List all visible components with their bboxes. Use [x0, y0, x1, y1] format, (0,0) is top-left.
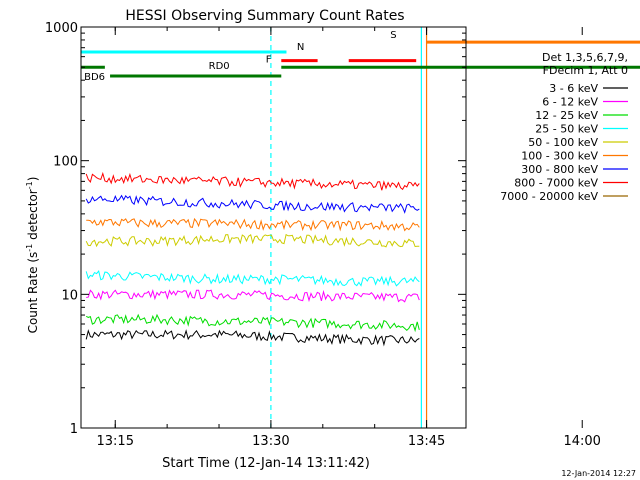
series-line	[85, 329, 420, 347]
x-tick-label: 13:15	[97, 434, 134, 449]
plot-background	[81, 27, 466, 428]
legend-entry-label: 6 - 12 keV	[542, 96, 598, 109]
y-axis-label-sup2: -1	[25, 181, 34, 189]
x-axis-label: Start Time (12-Jan-14 13:11:42)	[162, 456, 370, 471]
chart-title: HESSI Observing Summary Count Rates	[125, 8, 404, 24]
series-line	[85, 171, 420, 191]
y-axis-label: Count Rate (s-1 detector-1)	[25, 177, 40, 334]
x-tick-label: 14:00	[563, 434, 600, 449]
y-tick-label: 1000	[45, 21, 78, 36]
axes: 13:1513:3013:4514:0014:1514:3014:4511010…	[45, 21, 601, 449]
y-axis-label-sup1: -1	[25, 244, 34, 252]
series-line	[86, 288, 420, 303]
plot-frame	[80, 26, 467, 429]
flag-bars: N S F RD0 BD6	[81, 30, 640, 83]
y-axis-label-part3: )	[26, 177, 40, 182]
flag-label-f: F	[266, 55, 272, 66]
y-tick-label: 100	[53, 155, 78, 170]
x-tick-label: 13:45	[408, 434, 445, 449]
y-axis-label-part1: Count Rate (s	[26, 252, 40, 334]
footer-timestamp: 12-Jan-2014 12:27	[561, 469, 636, 478]
y-axis-label-part2: detector	[26, 189, 40, 244]
series-line	[86, 217, 420, 232]
series-line	[85, 233, 420, 248]
legend-header: FDecim 1, Att 0	[543, 64, 628, 77]
legend-entry-label: 25 - 50 keV	[535, 123, 598, 136]
flag-label-bd6: BD6	[84, 72, 105, 83]
legend-entry-label: 800 - 7000 keV	[514, 177, 598, 190]
x-tick-label: 13:30	[252, 434, 289, 449]
flag-label-rd0: RD0	[209, 61, 230, 72]
series-line	[85, 270, 420, 287]
legend-entry-label: 12 - 25 keV	[535, 109, 598, 122]
series-lines	[85, 171, 420, 347]
flag-vertical-lines	[270, 27, 428, 428]
flag-label-s: S	[390, 30, 396, 41]
y-tick-label: 10	[61, 288, 78, 303]
series-line	[85, 194, 420, 214]
legend-header: Det 1,3,5,6,7,9,	[542, 51, 628, 64]
legend-entry-label: 50 - 100 keV	[528, 136, 598, 149]
flag-label-n: N	[297, 42, 304, 53]
legend: Det 1,3,5,6,7,9,FDecim 1, Att 0 3 - 6 keV…	[500, 51, 628, 203]
legend-entry-label: 7000 - 20000 keV	[500, 190, 598, 203]
legend-entry-label: 100 - 300 keV	[521, 150, 598, 163]
legend-entry-label: 300 - 800 keV	[521, 163, 598, 176]
series-line	[85, 313, 420, 333]
plot-area	[81, 27, 466, 428]
legend-entry-label: 3 - 6 keV	[549, 82, 598, 95]
y-tick-label: 1	[70, 422, 78, 437]
